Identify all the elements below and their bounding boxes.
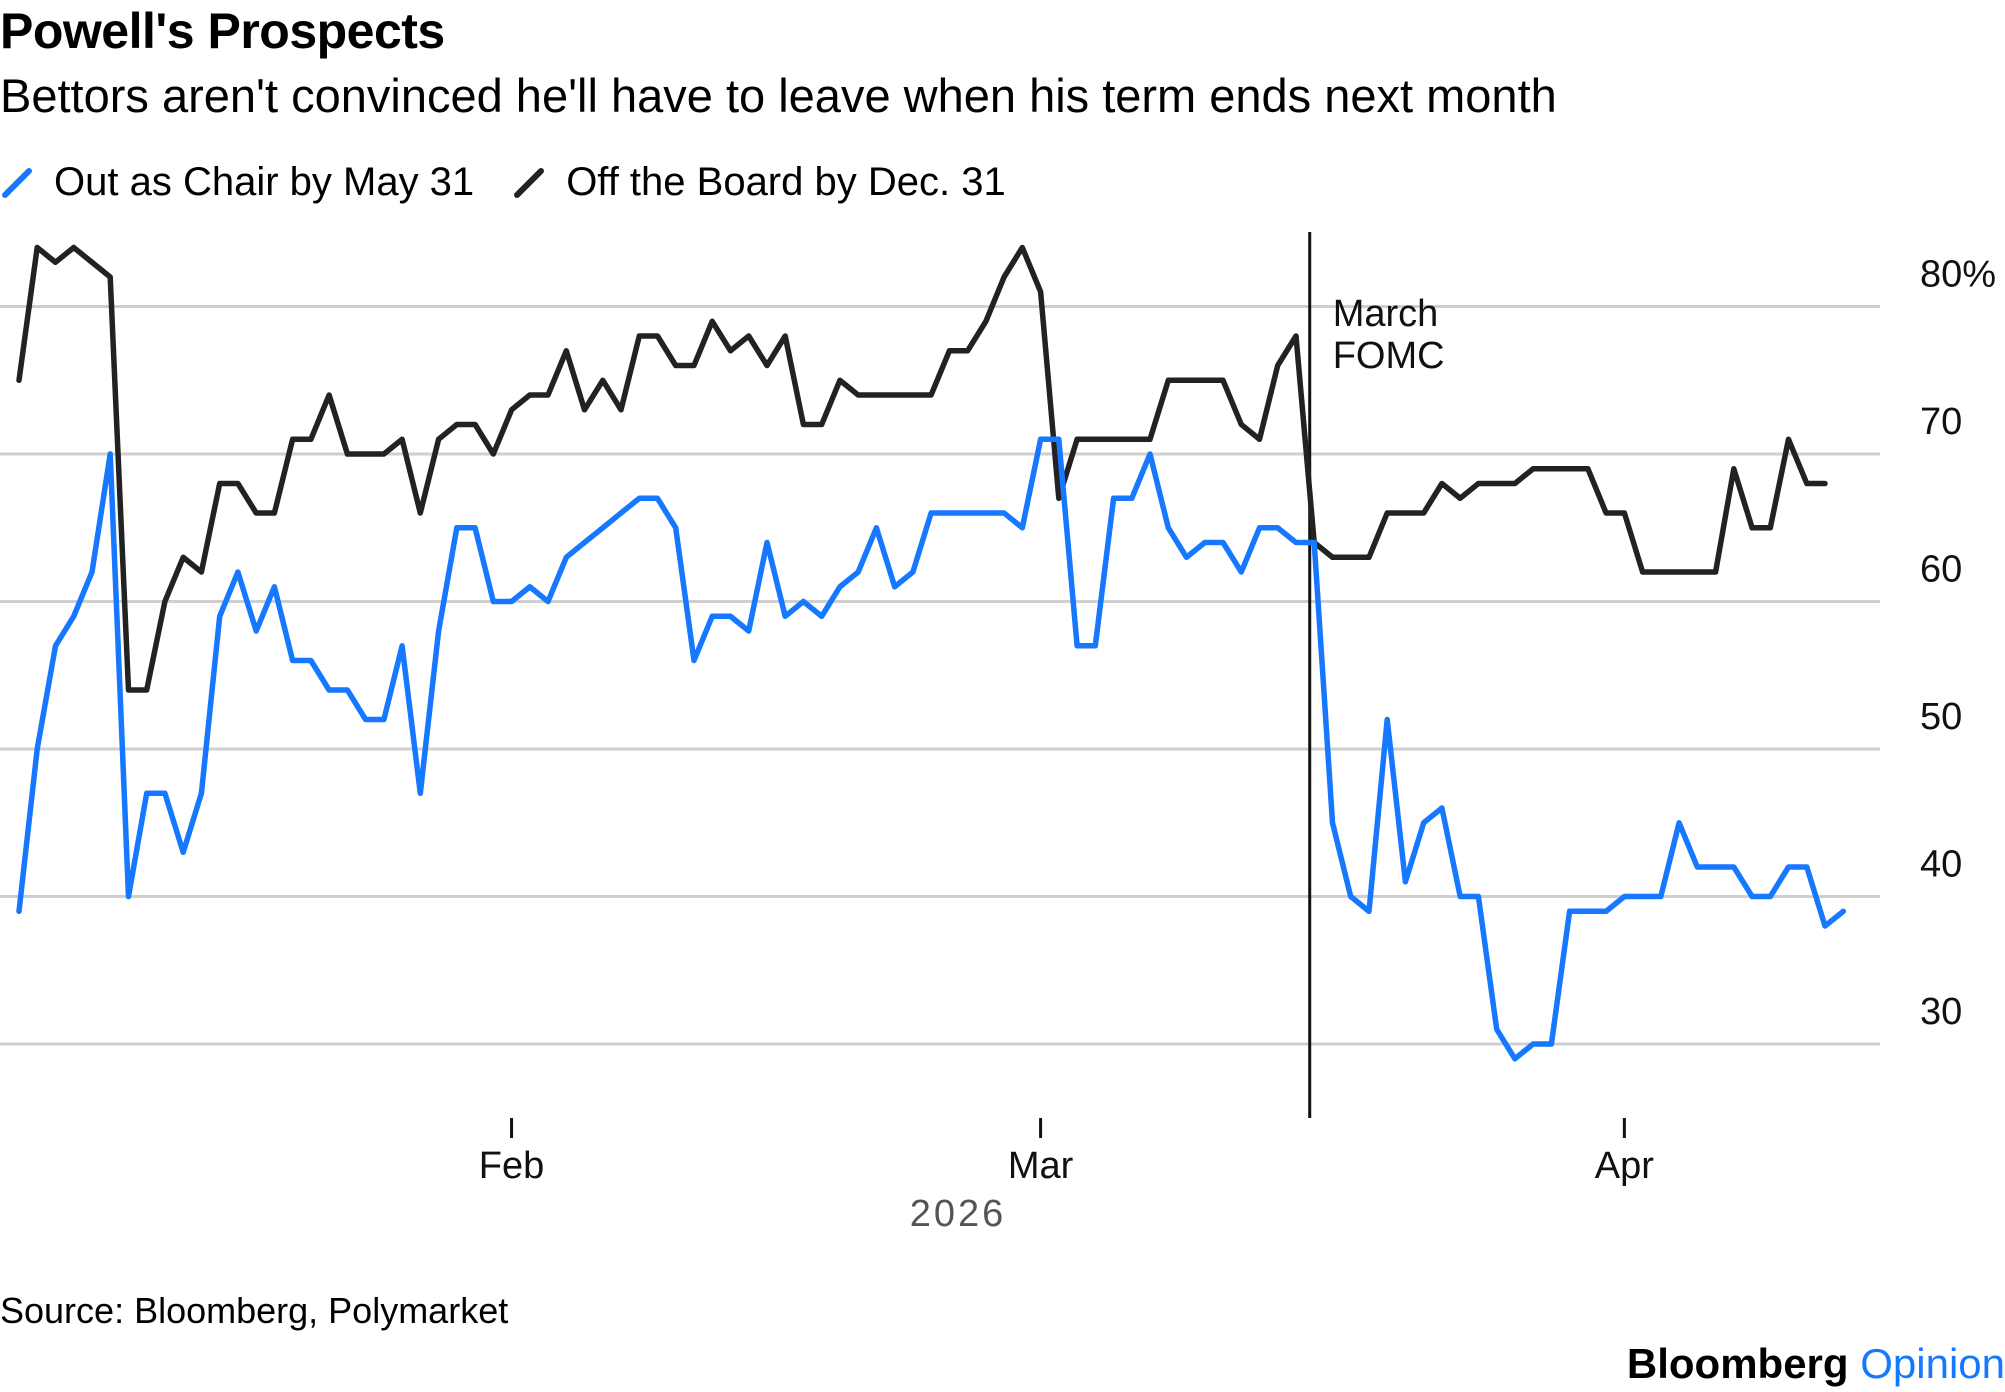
legend-swatch-board-icon xyxy=(514,167,545,198)
legend-item-board: Off the Board by Dec. 31 xyxy=(512,160,1006,205)
legend-swatch-chair-line xyxy=(2,167,32,198)
y-tick-label-60: 60 xyxy=(1920,549,1962,591)
x-tick-label-mar: Mar xyxy=(1008,1145,1074,1187)
legend-label-chair: Out as Chair by May 31 xyxy=(54,160,475,204)
brand-main: Bloomberg xyxy=(1626,1340,1849,1387)
y-tick-label-50: 50 xyxy=(1920,696,1962,738)
series-line-out-as-chair xyxy=(16,436,1847,1062)
y-tick-label-70: 70 xyxy=(1920,401,1962,443)
x-tick-label-feb: Feb xyxy=(479,1145,544,1187)
annotation-label-line2: FOMC xyxy=(1333,335,1445,377)
chart-title: Powell's Prospects xyxy=(0,3,445,59)
source-note: Source: Bloomberg, Polymarket xyxy=(0,1290,509,1331)
series-line-off-the-board xyxy=(16,244,1828,693)
legend: Out as Chair by May 31 Off the Board by … xyxy=(0,160,1044,205)
annotation-label-line1: March xyxy=(1333,293,1439,335)
brand-logo: Bloomberg Opinion xyxy=(1627,1340,2005,1388)
legend-item-chair: Out as Chair by May 31 xyxy=(0,160,474,205)
chart-subtitle: Bettors aren't convinced he'll have to l… xyxy=(0,69,1557,122)
legend-label-board: Off the Board by Dec. 31 xyxy=(566,160,1006,204)
y-tick-label-80: 80% xyxy=(1920,254,1996,296)
legend-swatch-chair-icon xyxy=(2,167,32,198)
legend-swatch-board-line xyxy=(514,167,545,198)
x-tick-label-apr: Apr xyxy=(1595,1145,1654,1187)
brand-accent: Opinion xyxy=(1860,1340,2005,1387)
x-axis-year-label: 2026 xyxy=(910,1193,1007,1235)
y-tick-label-30: 30 xyxy=(1920,991,1962,1033)
y-tick-label-40: 40 xyxy=(1920,844,1962,886)
